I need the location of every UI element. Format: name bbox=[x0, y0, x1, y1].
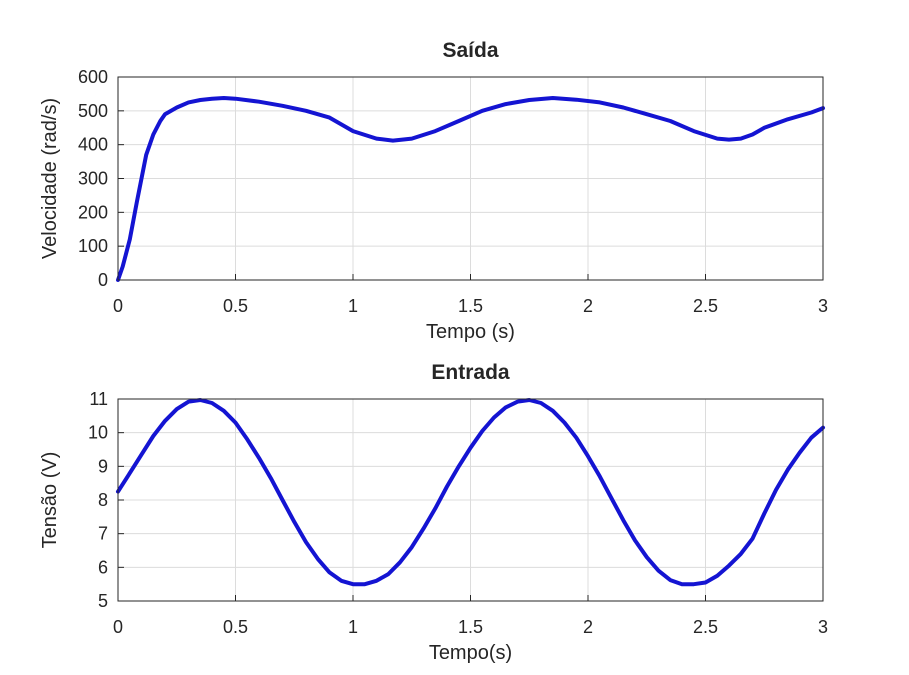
plot-entrada: 0 0.5 1 1.5 2 2.5 3 5 6 7 8 9 10 11 Entrada Tempo(s) Ten… bbox=[39, 361, 828, 664]
x-axis-label: Tempo (s) bbox=[426, 321, 515, 343]
chart-title: Saída bbox=[442, 39, 498, 62]
x-tick-label: 2 bbox=[583, 617, 593, 637]
y-tick-label: 5 bbox=[98, 591, 108, 611]
y-tick-label: 300 bbox=[78, 169, 108, 189]
x-tick-label: 0.5 bbox=[223, 617, 248, 637]
plot-frame bbox=[117, 398, 824, 602]
y-tick-label: 400 bbox=[78, 135, 108, 155]
y-tick-label: 9 bbox=[98, 456, 108, 476]
series-line bbox=[116, 398, 825, 587]
x-tick-label: 0.5 bbox=[223, 296, 248, 316]
y-tick-label: 8 bbox=[98, 490, 108, 510]
x-tick-label: 2.5 bbox=[693, 296, 718, 316]
y-axis-label: Tensão (V) bbox=[39, 452, 61, 549]
y-tick-label: 100 bbox=[78, 236, 108, 256]
x-tick-label: 0 bbox=[113, 617, 123, 637]
x-tick-label: 2 bbox=[583, 296, 593, 316]
x-tick-label: 0 bbox=[113, 296, 123, 316]
x-axis-label: Tempo(s) bbox=[429, 642, 512, 664]
y-axis-label: Velocidade (rad/s) bbox=[39, 98, 61, 259]
plot-frame bbox=[117, 76, 824, 281]
y-tick-label: 200 bbox=[78, 202, 108, 222]
y-tick-label: 11 bbox=[89, 389, 108, 409]
x-tick-label: 2.5 bbox=[693, 617, 718, 637]
x-tick-label: 3 bbox=[818, 296, 828, 316]
y-tick-label: 600 bbox=[78, 67, 108, 87]
x-tick-label: 3 bbox=[818, 617, 828, 637]
x-tick-label: 1 bbox=[348, 617, 358, 637]
y-tick-label: 500 bbox=[78, 101, 108, 121]
plot-saida: 0 0.5 1 1.5 2 2.5 3 0 100 200 300 400 500 600 Saída Tem… bbox=[39, 39, 828, 343]
series-line bbox=[116, 96, 825, 282]
y-tick-label: 7 bbox=[98, 524, 108, 544]
x-tick-label: 1.5 bbox=[458, 617, 483, 637]
chart-title: Entrada bbox=[431, 361, 510, 384]
x-tick-label: 1 bbox=[348, 296, 358, 316]
y-tick-label: 6 bbox=[98, 557, 108, 577]
y-tick-label: 0 bbox=[98, 270, 108, 290]
y-tick-label: 10 bbox=[88, 423, 108, 443]
x-tick-label: 1.5 bbox=[458, 296, 483, 316]
